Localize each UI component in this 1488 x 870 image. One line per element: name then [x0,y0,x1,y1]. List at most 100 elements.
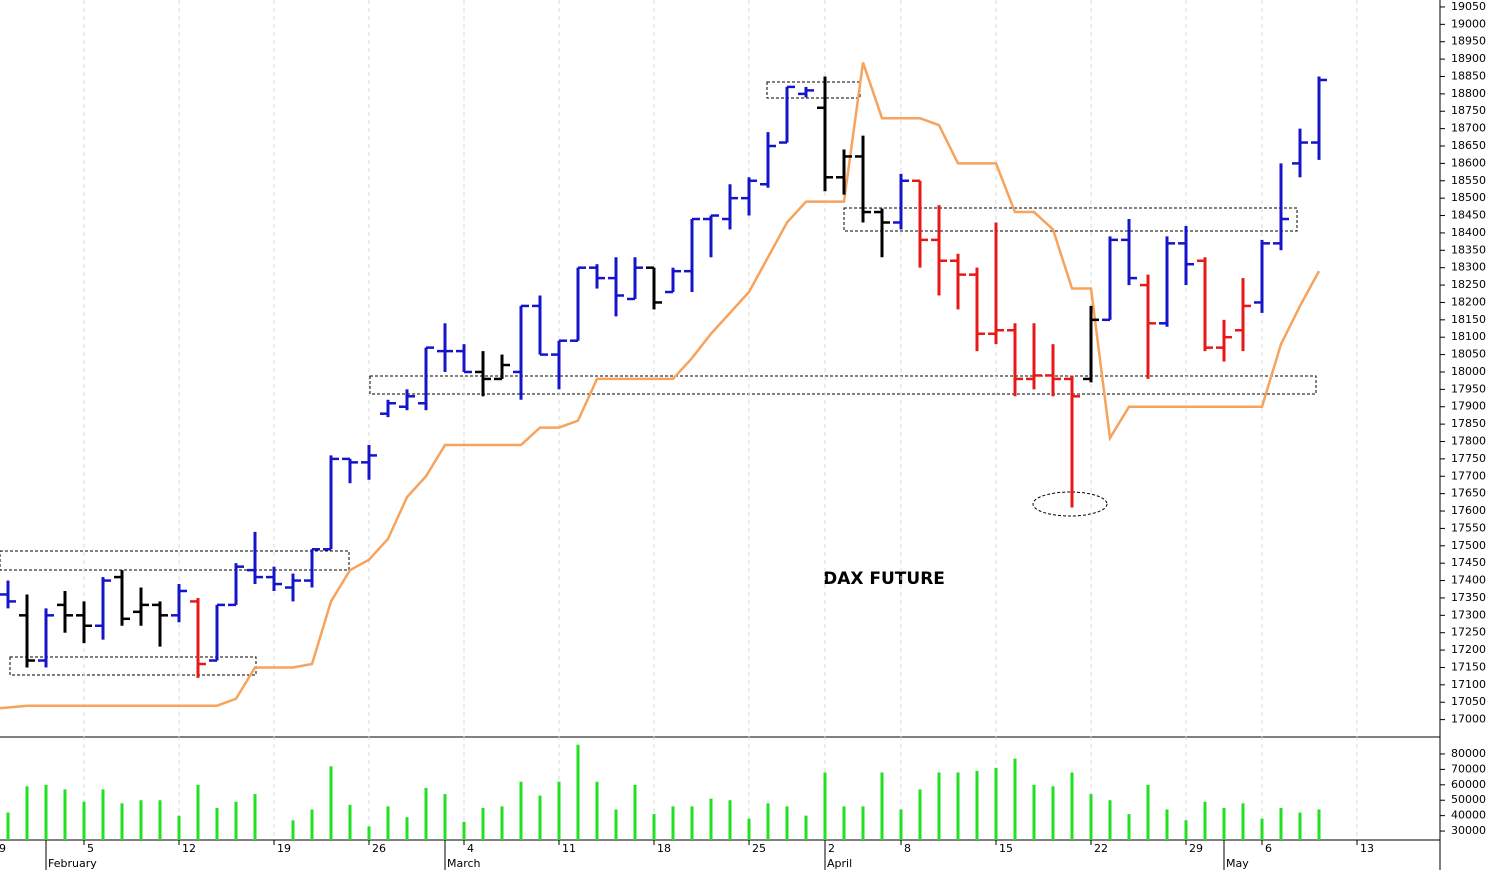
volume-bar [500,806,504,840]
volume-bar [804,815,808,840]
volume-bar [25,786,29,840]
volume-bar [1165,809,1169,840]
x-tick-label: 2 [828,842,835,855]
y-tick-label: 18900 [1451,52,1486,65]
y-tick-label: 18850 [1451,69,1486,82]
x-tick-label: 13 [1360,842,1374,855]
volume-bar [918,789,922,840]
y-tick-label: 18500 [1451,191,1486,204]
x-tick-label: 11 [562,842,576,855]
volume-bar [956,772,960,840]
y-tick-label: 17300 [1451,608,1486,621]
y-tick-label: 18550 [1451,174,1486,187]
volume-bar [1108,800,1112,840]
y-tick-label: 18300 [1451,261,1486,274]
volume-bar [1070,772,1074,840]
volume-bar [1089,794,1093,840]
y2-tick-label: 80000 [1451,747,1486,760]
volume-bar [766,803,770,840]
volume-bar [1317,809,1321,840]
y-tick-label: 18400 [1451,226,1486,239]
month-label: May [1226,857,1249,870]
volume-bar [44,784,48,840]
range-box [843,207,1298,232]
y2-tick-label: 70000 [1451,762,1486,775]
volume-bar [234,801,238,840]
volume-bar [728,800,732,840]
y-tick-label: 17500 [1451,539,1486,552]
y-tick-label: 18950 [1451,35,1486,48]
annotations [0,81,1317,676]
y-tick-label: 17100 [1451,678,1486,691]
y-tick-label: 17400 [1451,574,1486,587]
x-tick-label: 15 [999,842,1013,855]
volume-bar [709,798,713,840]
volume-bar [1032,784,1036,840]
y-tick-label: 17950 [1451,382,1486,395]
volume-bar [899,809,903,840]
month-label: April [827,857,852,870]
y-tick-label: 17900 [1451,400,1486,413]
volume-bar [747,818,751,840]
y-tick-label: 19050 [1451,0,1486,13]
volume-bar [1146,784,1150,840]
volume-bar [861,806,865,840]
volume-bar [880,772,884,840]
y-tick-label: 17750 [1451,452,1486,465]
y-tick-label: 18200 [1451,295,1486,308]
volume-bar [158,800,162,840]
y2-tick-label: 50000 [1451,793,1486,806]
volume-bar [177,815,181,840]
volume-bar [1260,818,1264,840]
y-tick-label: 18800 [1451,87,1486,100]
y-tick-label: 17450 [1451,556,1486,569]
y-tick-label: 17200 [1451,643,1486,656]
y-tick-label: 18100 [1451,330,1486,343]
volume-bar [367,826,371,840]
y-tick-label: 18650 [1451,139,1486,152]
y2-tick-label: 30000 [1451,824,1486,837]
volume-bar [424,787,428,840]
volume-bar [1051,786,1055,840]
volume-bar [443,794,447,840]
month-label: February [48,857,97,870]
y-tick-label: 17700 [1451,469,1486,482]
y-tick-label: 17150 [1451,660,1486,673]
x-tick-label: 29 [0,842,6,855]
y-tick-label: 18700 [1451,122,1486,135]
y-tick-label: 18000 [1451,365,1486,378]
y-tick-label: 19000 [1451,17,1486,30]
volume-bar [481,807,485,840]
volume-bar [1203,801,1207,840]
y-tick-label: 17800 [1451,435,1486,448]
y-tick-label: 18050 [1451,348,1486,361]
volume-bar [405,817,409,840]
volume-bar [652,814,656,840]
y2-tick-label: 40000 [1451,809,1486,822]
volume-bar [101,789,105,840]
volume-bar [633,784,637,840]
month-label: March [447,857,481,870]
volume-bar [139,800,143,840]
y-tick-label: 18250 [1451,278,1486,291]
volume-bar [785,806,789,840]
volume-bar [253,794,257,840]
x-tick-label: 6 [1265,842,1272,855]
volume-bar [975,770,979,840]
x-tick-label: 22 [1094,842,1108,855]
range-box [9,656,257,676]
volume-bar [310,809,314,840]
y-tick-label: 17250 [1451,626,1486,639]
volume-bar [348,804,352,840]
x-tick-label: 19 [277,842,291,855]
volume-bar [842,806,846,840]
x-tick-label: 8 [904,842,911,855]
volume-bar [1298,812,1302,840]
chart-annotation: DAX FUTURE [823,569,945,589]
x-tick-label: 18 [657,842,671,855]
y-tick-label: 17350 [1451,591,1486,604]
volume-bar [1222,807,1226,840]
x-tick-label: 29 [1189,842,1203,855]
